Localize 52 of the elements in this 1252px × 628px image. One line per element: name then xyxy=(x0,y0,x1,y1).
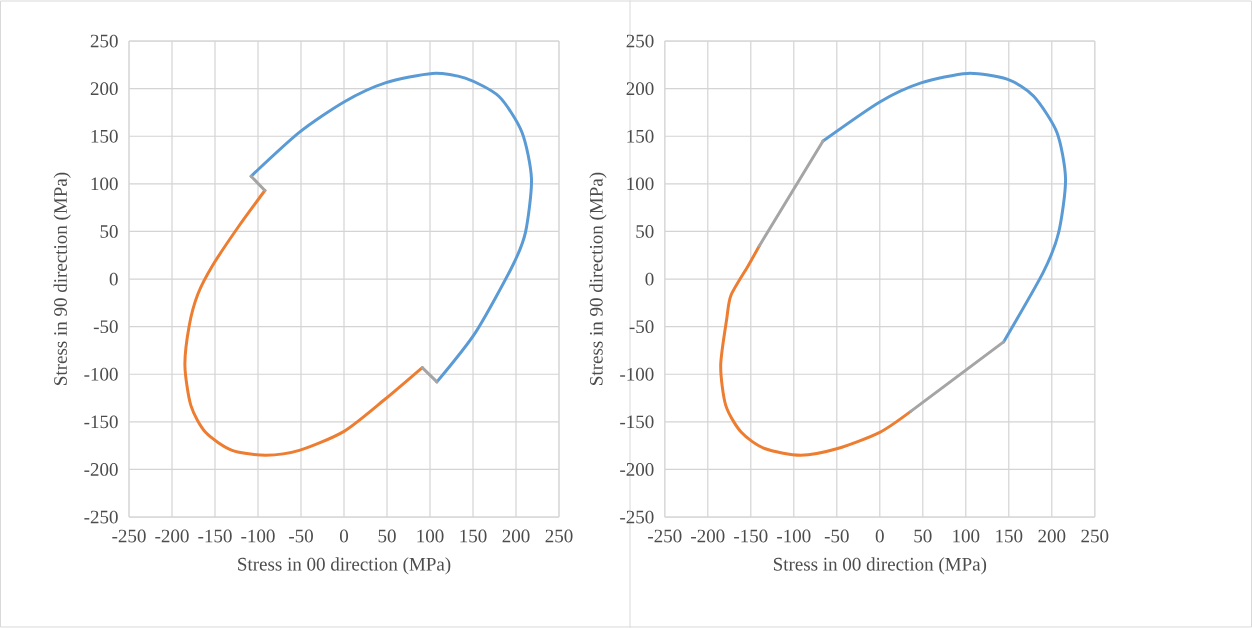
x-tick-label: 250 xyxy=(545,529,573,543)
y-tick-label: 200 xyxy=(90,82,118,96)
y-tick-label: -150 xyxy=(84,415,118,429)
y-tick-label: -250 xyxy=(620,510,654,524)
y-tick-label: -50 xyxy=(629,320,654,334)
x-tick-label: 150 xyxy=(996,529,1023,543)
x-tick-label: -200 xyxy=(691,529,725,543)
y-tick-label: 100 xyxy=(627,177,654,191)
x-tick-label: 50 xyxy=(378,529,396,543)
x-tick-label: 50 xyxy=(914,529,932,543)
x-axis-title: Stress in 00 direction (MPa) xyxy=(773,557,987,575)
line-series xyxy=(249,71,533,384)
line-series xyxy=(821,71,1068,344)
y-tick-label: -150 xyxy=(620,415,654,429)
line-series xyxy=(183,189,424,457)
y-tick-label: -200 xyxy=(620,463,654,476)
x-tick-label: 100 xyxy=(953,529,980,543)
y-tick-label: 250 xyxy=(90,34,118,48)
y-tick-label: 200 xyxy=(626,82,654,96)
x-tick-label: -150 xyxy=(198,529,232,543)
x-axis-title: Stress in 00 direction (MPa) xyxy=(238,557,451,575)
x-tick-label: -50 xyxy=(824,529,849,543)
x-tick-label: -150 xyxy=(734,529,768,543)
x-tick-label: -200 xyxy=(155,529,189,543)
x-tick-label: 150 xyxy=(460,529,487,543)
x-tick-label: -50 xyxy=(289,529,313,543)
y-tick-label: 250 xyxy=(626,34,654,48)
y-tick-label: 50 xyxy=(636,225,654,238)
y-tick-label: -100 xyxy=(620,367,654,381)
x-tick-label: 100 xyxy=(417,529,444,543)
line-series xyxy=(719,244,913,457)
y-tick-label: -50 xyxy=(93,320,118,334)
y-tick-label: 0 xyxy=(645,272,654,286)
y-tick-label: -100 xyxy=(84,367,118,381)
x-tick-label: -250 xyxy=(112,529,146,543)
x-tick-label: 250 xyxy=(1081,529,1109,543)
y-tick-label: 50 xyxy=(100,225,118,238)
x-tick-label: 0 xyxy=(875,529,884,543)
x-tick-label: 200 xyxy=(502,529,530,543)
y-tick-label: -200 xyxy=(84,463,118,476)
y-tick-label: 150 xyxy=(627,129,654,143)
x-tick-label: 0 xyxy=(339,529,349,543)
x-tick-label: 200 xyxy=(1038,529,1066,543)
x-tick-label: -100 xyxy=(777,529,811,543)
y-axis-title: Stress in 90 direction (MPa) xyxy=(53,172,71,385)
y-tick-label: 100 xyxy=(91,177,118,191)
y-tick-label: -250 xyxy=(84,510,118,524)
y-tick-label: 150 xyxy=(91,129,118,143)
y-axis-title: Stress in 90 direction (MPa) xyxy=(589,172,607,385)
x-tick-label: -100 xyxy=(241,529,275,543)
y-tick-label: 0 xyxy=(109,272,118,286)
x-tick-label: -250 xyxy=(648,529,682,543)
